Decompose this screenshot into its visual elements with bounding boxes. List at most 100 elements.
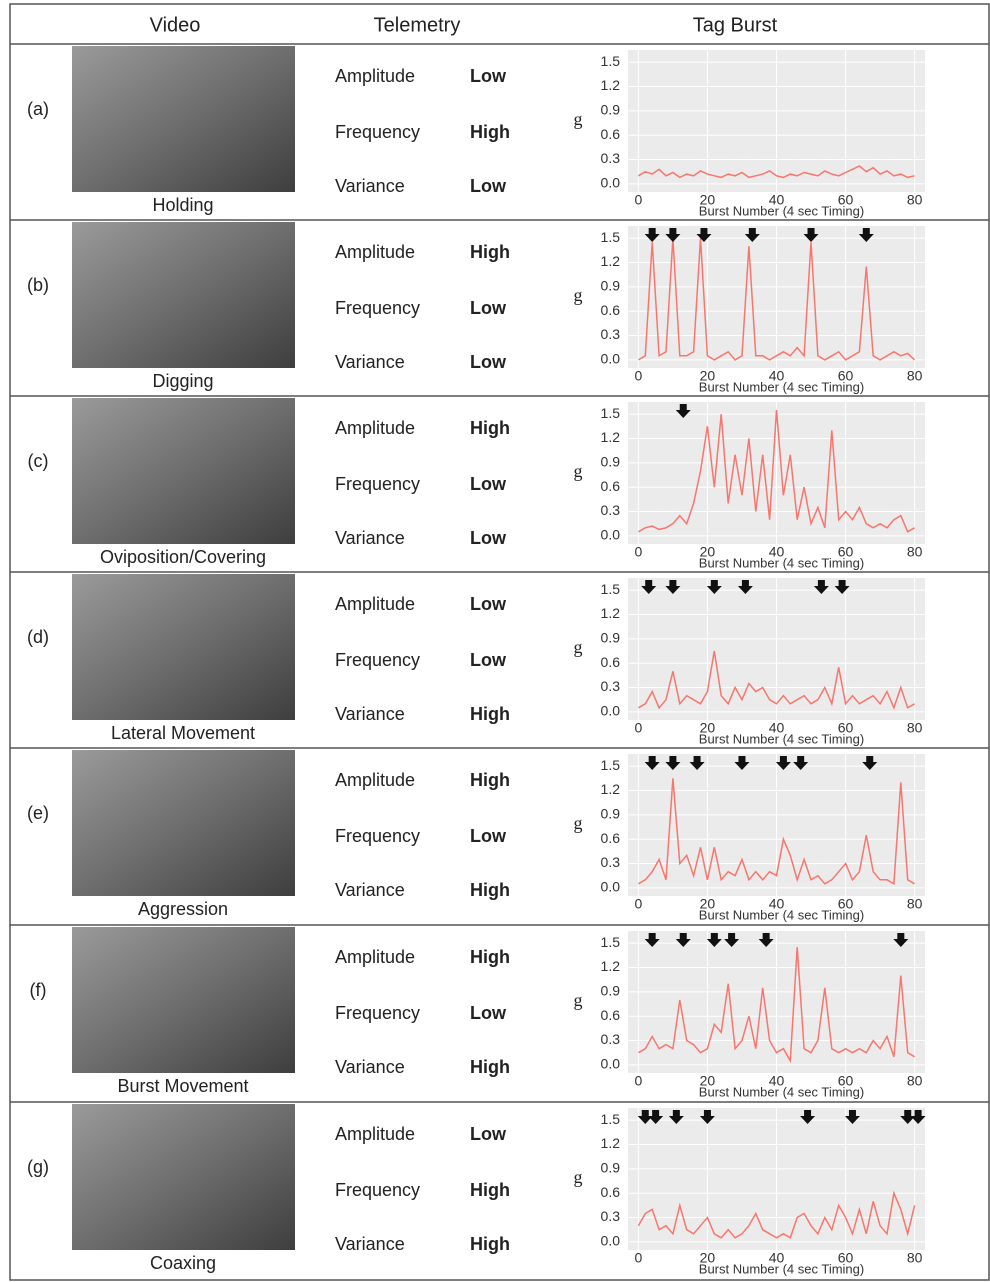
y-axis-label: g	[574, 990, 583, 1010]
y-tick-label: 1.5	[601, 229, 621, 245]
video-caption: Oviposition/Covering	[100, 547, 266, 567]
video-caption: Holding	[152, 195, 213, 215]
x-tick-label: 80	[907, 1250, 923, 1266]
x-tick-label: 80	[907, 720, 923, 736]
x-axis-label: Burst Number (4 sec Timing)	[699, 1084, 864, 1099]
y-tick-label: 0.3	[601, 502, 621, 518]
telemetry-name: Amplitude	[335, 1124, 415, 1144]
y-tick-label: 1.5	[601, 581, 621, 597]
telemetry-value: Low	[470, 528, 507, 548]
y-tick-label: 1.5	[601, 757, 621, 773]
telemetry-value: Low	[470, 352, 507, 372]
telemetry-name: Frequency	[335, 650, 420, 670]
telemetry-name: Variance	[335, 176, 405, 196]
y-tick-label: 0.6	[601, 302, 621, 318]
x-tick-label: 80	[907, 544, 923, 560]
y-tick-label: 0.0	[601, 879, 621, 895]
video-frame	[72, 927, 295, 1073]
y-tick-label: 1.2	[601, 77, 621, 93]
y-tick-label: 1.5	[601, 934, 621, 950]
y-tick-label: 0.3	[601, 1208, 621, 1224]
y-tick-label: 0.0	[601, 1056, 621, 1072]
telemetry-value: High	[470, 1180, 510, 1200]
y-axis-label: g	[574, 637, 583, 657]
telemetry-value: Low	[470, 826, 507, 846]
y-tick-label: 1.2	[601, 958, 621, 974]
y-tick-label: 1.2	[601, 429, 621, 445]
video-caption: Digging	[152, 371, 213, 391]
telemetry-name: Amplitude	[335, 594, 415, 614]
telemetry-name: Variance	[335, 704, 405, 724]
y-axis-label: g	[574, 109, 583, 129]
telemetry-value: High	[470, 242, 510, 262]
y-tick-label: 0.0	[601, 1233, 621, 1249]
x-tick-label: 80	[907, 368, 923, 384]
telemetry-value: High	[470, 1057, 510, 1077]
telemetry-name: Variance	[335, 528, 405, 548]
video-frame	[72, 398, 295, 544]
telemetry-name: Amplitude	[335, 770, 415, 790]
y-tick-label: 0.0	[601, 527, 621, 543]
telemetry-name: Frequency	[335, 826, 420, 846]
telemetry-name: Amplitude	[335, 242, 415, 262]
telemetry-value: High	[470, 704, 510, 724]
telemetry-name: Variance	[335, 1057, 405, 1077]
telemetry-name: Variance	[335, 1234, 405, 1254]
telemetry-name: Frequency	[335, 298, 420, 318]
telemetry-value: High	[470, 770, 510, 790]
y-tick-label: 0.3	[601, 326, 621, 342]
y-tick-label: 0.0	[601, 351, 621, 367]
figure: Video Telemetry Tag Burst (a)HoldingAmpl…	[0, 0, 990, 1282]
x-tick-label: 0	[634, 896, 642, 912]
header-video: Video	[150, 14, 201, 36]
x-tick-label: 0	[634, 1250, 642, 1266]
y-axis-label: g	[574, 461, 583, 481]
telemetry-value: High	[470, 418, 510, 438]
y-tick-label: 0.9	[601, 454, 621, 470]
y-axis-label: g	[574, 1167, 583, 1187]
y-tick-label: 1.5	[601, 53, 621, 69]
video-frame	[72, 222, 295, 368]
y-tick-label: 0.6	[601, 126, 621, 142]
x-tick-label: 80	[907, 192, 923, 208]
y-tick-label: 0.6	[601, 830, 621, 846]
y-tick-label: 0.3	[601, 1031, 621, 1047]
y-axis-label: g	[574, 813, 583, 833]
x-tick-label: 80	[907, 1073, 923, 1089]
y-tick-label: 1.2	[601, 781, 621, 797]
y-tick-label: 0.6	[601, 654, 621, 670]
y-tick-label: 1.2	[601, 1135, 621, 1151]
telemetry-value: High	[470, 1234, 510, 1254]
y-tick-label: 0.9	[601, 102, 621, 118]
telemetry-value: Low	[470, 176, 507, 196]
video-caption: Coaxing	[150, 1253, 216, 1273]
telemetry-value: High	[470, 947, 510, 967]
x-axis-label: Burst Number (4 sec Timing)	[699, 1261, 864, 1276]
telemetry-name: Frequency	[335, 1003, 420, 1023]
video-frame	[72, 46, 295, 192]
x-axis-label: Burst Number (4 sec Timing)	[699, 907, 864, 922]
y-tick-label: 0.9	[601, 983, 621, 999]
y-tick-label: 1.5	[601, 405, 621, 421]
row-label: (g)	[27, 1157, 49, 1177]
row-label: (f)	[30, 980, 47, 1000]
telemetry-name: Amplitude	[335, 66, 415, 86]
y-tick-label: 0.6	[601, 1007, 621, 1023]
telemetry-name: Frequency	[335, 474, 420, 494]
row-label: (c)	[28, 451, 49, 471]
y-tick-label: 1.5	[601, 1111, 621, 1127]
y-tick-label: 0.9	[601, 278, 621, 294]
telemetry-value: Low	[470, 1003, 507, 1023]
x-axis-label: Burst Number (4 sec Timing)	[699, 379, 864, 394]
x-tick-label: 0	[634, 368, 642, 384]
telemetry-name: Amplitude	[335, 947, 415, 967]
video-caption: Burst Movement	[117, 1076, 248, 1096]
y-tick-label: 1.2	[601, 253, 621, 269]
telemetry-name: Frequency	[335, 1180, 420, 1200]
video-frame	[72, 574, 295, 720]
x-axis-label: Burst Number (4 sec Timing)	[699, 203, 864, 218]
header-telemetry: Telemetry	[374, 14, 461, 36]
row-label: (a)	[27, 99, 49, 119]
telemetry-name: Frequency	[335, 122, 420, 142]
x-tick-label: 80	[907, 896, 923, 912]
